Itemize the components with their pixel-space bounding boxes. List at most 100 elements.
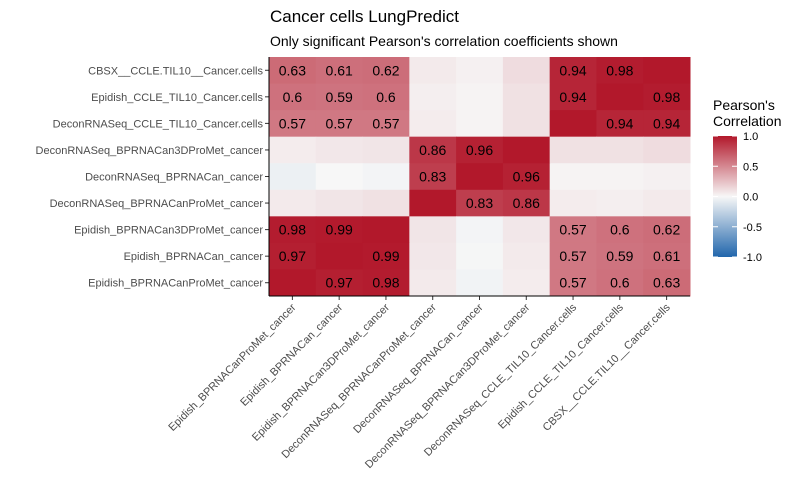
heatmap-cell	[596, 110, 644, 138]
heatmap-cell	[549, 110, 597, 138]
heatmap-cell	[362, 269, 410, 297]
cell-value-label: 0.97	[326, 275, 353, 291]
heatmap-cell	[596, 83, 644, 111]
heatmap-cell	[502, 57, 551, 85]
heatmap-cell	[502, 83, 551, 111]
y-axis-label: Epidish_BPRNACanProMet_cancer	[88, 278, 263, 290]
heatmap-cell	[315, 216, 364, 244]
cell-value-label: 0.59	[326, 89, 353, 105]
heatmap-cell	[269, 216, 317, 244]
heatmap-cell	[596, 242, 644, 270]
heatmap-cell	[549, 163, 597, 191]
x-axis-label: DeconRNASeq_BPRNACan3DProMet_cancer	[363, 301, 533, 471]
heatmap-cell	[549, 189, 597, 217]
cell-value-label: 0.61	[653, 248, 680, 264]
heatmap-cell	[269, 163, 317, 191]
cell-value-label: 0.86	[419, 142, 446, 158]
heatmap-cell	[409, 136, 457, 164]
heatmap-cell	[643, 216, 691, 244]
heatmap-cell	[362, 83, 410, 111]
cell-value-label: 0.57	[559, 275, 586, 291]
heatmap-cell	[502, 163, 551, 191]
heatmap-cell	[549, 136, 597, 164]
y-axis-labels: CBSX__CCLE.TIL10__Cancer.cells Epidish_CC…	[36, 65, 264, 289]
heatmap-cell	[643, 136, 691, 164]
heatmap-cell	[456, 136, 504, 164]
cell-value-label: 0.62	[653, 222, 680, 238]
heatmap-cell	[269, 136, 317, 164]
axes	[265, 57, 690, 300]
cell-value-label: 0.98	[372, 275, 399, 291]
chart-title: Cancer cells LungPredict	[270, 7, 459, 26]
heatmap-cell	[362, 189, 410, 217]
legend-title: Pearson's	[713, 97, 775, 113]
cell-value-label: 0.99	[326, 222, 353, 238]
heatmap-cell	[269, 57, 317, 85]
cell-value-label: 0.63	[279, 62, 306, 78]
heatmap-cell	[269, 110, 317, 138]
heatmap-cell	[502, 242, 551, 270]
heatmap-cell	[456, 269, 504, 297]
heatmap-cell	[643, 269, 691, 297]
heatmap-cell	[456, 57, 504, 85]
legend-tick-label: 0.0	[743, 192, 758, 204]
heatmap-cell	[362, 57, 410, 85]
heatmap-cell	[549, 269, 597, 297]
legend-tick-label: 1.0	[743, 131, 758, 143]
y-axis-label: Epidish_BPRNACan3DProMet_cancer	[74, 225, 263, 237]
heatmap-cell	[596, 163, 644, 191]
y-axis-label: DeconRNASeq_BPRNACanProMet_cancer	[50, 198, 264, 210]
y-axis-label: DeconRNASeq_BPRNACan3DProMet_cancer	[36, 145, 264, 157]
heatmap-cell	[596, 57, 644, 85]
heatmap-cell	[409, 269, 457, 297]
heatmap-cell	[502, 269, 551, 297]
cell-value-label: 0.63	[653, 275, 680, 291]
cell-value-label: 0.98	[653, 89, 680, 105]
heatmap-cell	[643, 189, 691, 217]
heatmap-cells	[269, 57, 691, 297]
heatmap-cell	[269, 242, 317, 270]
heatmap-cell	[315, 163, 364, 191]
heatmap-cell	[643, 163, 691, 191]
heatmap-cell	[596, 269, 644, 297]
legend-tick-label: -1.0	[743, 252, 762, 264]
heatmap-cell	[456, 110, 504, 138]
cell-value-label: 0.94	[559, 62, 586, 78]
heatmap-cell	[409, 110, 457, 138]
heatmap-cell	[409, 189, 457, 217]
legend-tick-label: -0.5	[743, 222, 762, 234]
heatmap-cell	[596, 136, 644, 164]
cell-value-label: 0.96	[513, 169, 540, 185]
cell-value-label: 0.6	[283, 89, 303, 105]
heatmap-cell	[549, 216, 597, 244]
cell-value-label: 0.98	[279, 222, 306, 238]
heatmap-cell	[502, 189, 551, 217]
heatmap-cell	[409, 83, 457, 111]
heatmap-cell	[409, 216, 457, 244]
heatmap-cell	[502, 110, 551, 138]
heatmap-cell	[643, 242, 691, 270]
heatmap-cell	[456, 242, 504, 270]
cell-value-label: 0.62	[372, 62, 399, 78]
y-axis-label: DeconRNASeq_BPRNACan_cancer	[85, 172, 263, 184]
cell-value-label: 0.94	[606, 115, 633, 131]
heatmap-cell	[315, 136, 364, 164]
cell-value-label: 0.83	[419, 169, 446, 185]
y-axis-label: DeconRNASeq_CCLE_TIL10_Cancer.cells	[53, 118, 264, 130]
heatmap-cell	[315, 110, 364, 138]
heatmap-cell	[269, 83, 317, 111]
heatmap-cell	[549, 83, 597, 111]
cell-value-label: 0.94	[653, 115, 680, 131]
heatmap-cell	[456, 83, 504, 111]
cell-value-label: 0.57	[559, 222, 586, 238]
heatmap-cell	[549, 57, 597, 85]
heatmap-cell	[502, 136, 551, 164]
heatmap-cell	[315, 242, 364, 270]
heatmap-cell	[596, 189, 644, 217]
heatmap-cell	[315, 83, 364, 111]
y-axis-label: Epidish_BPRNACan_cancer	[124, 251, 264, 263]
cell-value-label: 0.61	[326, 62, 353, 78]
heatmap-cell	[643, 110, 691, 138]
cell-value-label: 0.86	[513, 195, 540, 211]
